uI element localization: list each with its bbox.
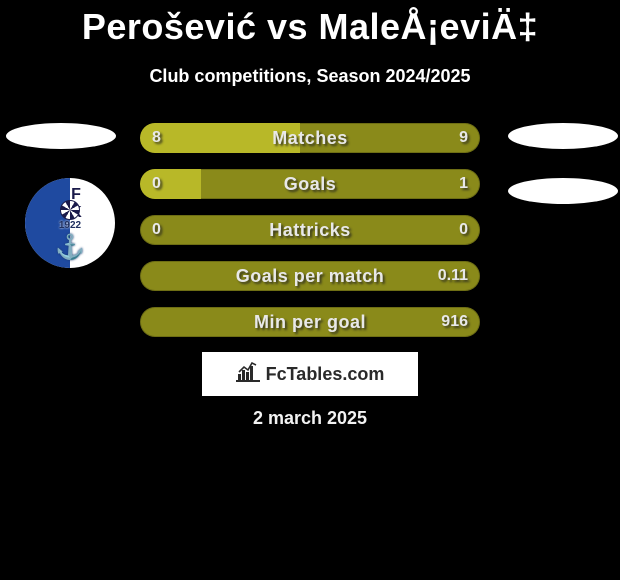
- stat-bar-goals: 0 Goals 1: [140, 169, 480, 199]
- player-right-oval-2: [508, 178, 618, 204]
- stat-right-value: 1: [459, 169, 468, 199]
- stat-bar-mpg: Min per goal 916: [140, 307, 480, 337]
- badge-anchor-icon: ⚓: [55, 233, 85, 262]
- player-left-oval: [6, 123, 116, 149]
- stat-right-value: 0.11: [438, 261, 468, 291]
- stat-label: Hattricks: [140, 215, 480, 245]
- stat-right-value: 0: [459, 215, 468, 245]
- match-date: 2 march 2025: [0, 408, 620, 429]
- stat-bar-matches: 8 Matches 9: [140, 123, 480, 153]
- stat-right-value: 916: [441, 307, 468, 337]
- footer-brand-text: FcTables.com: [266, 364, 385, 385]
- stat-bar-gpm: Goals per match 0.11: [140, 261, 480, 291]
- stat-bar-hattricks: 0 Hattricks 0: [140, 215, 480, 245]
- stat-label: Goals: [140, 169, 480, 199]
- root: Perošević vs MaleÅ¡eviÄ‡ Club competitio…: [0, 0, 620, 580]
- stat-label: Min per goal: [140, 307, 480, 337]
- page-title: Perošević vs MaleÅ¡eviÄ‡: [0, 0, 620, 48]
- chart-icon: [236, 362, 260, 387]
- stat-right-value: 9: [459, 123, 468, 153]
- page-subtitle: Club competitions, Season 2024/2025: [0, 66, 620, 87]
- footer-brand-box[interactable]: FcTables.com: [202, 352, 418, 396]
- stat-label: Matches: [140, 123, 480, 153]
- stat-label: Goals per match: [140, 261, 480, 291]
- badge-year: 1922: [25, 220, 115, 231]
- player-right-oval-1: [508, 123, 618, 149]
- stat-bars: 8 Matches 9 0 Goals 1 0 Hattricks 0 Goal…: [140, 123, 480, 353]
- badge-ball-icon: [60, 200, 80, 220]
- club-badge: F K 1922 ⚓: [25, 178, 115, 268]
